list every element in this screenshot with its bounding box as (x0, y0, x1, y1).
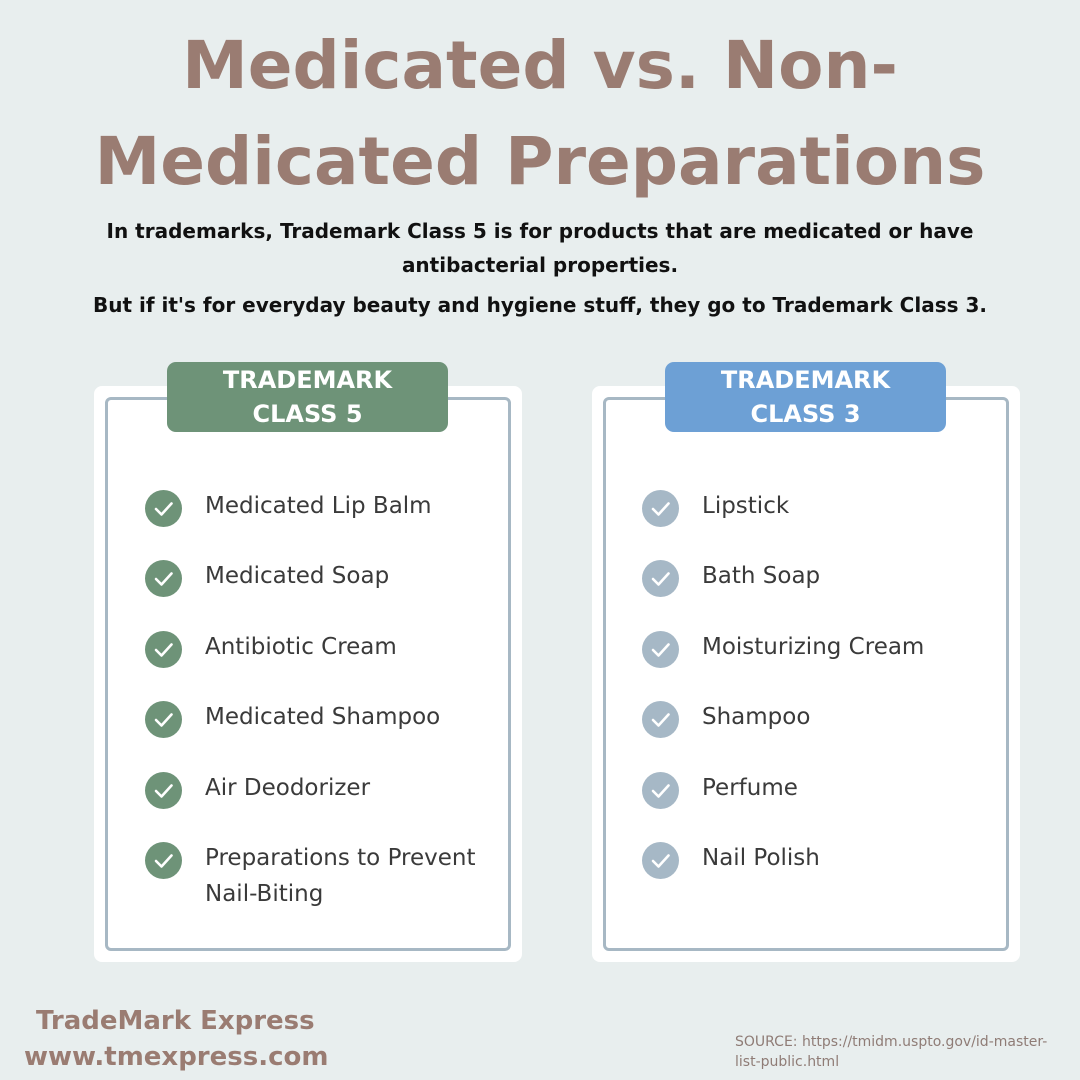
class5-item-label: Air Deodorizer (205, 775, 371, 801)
class5-badge-line-1: TRADEMARK (222, 366, 393, 394)
class3-item-label: Lipstick (702, 493, 790, 519)
brand-url[interactable]: www.tmexpress.com (24, 1042, 329, 1072)
class3-item-label: Shampoo (702, 704, 811, 730)
check-icon (642, 842, 679, 879)
check-icon (145, 772, 182, 809)
brand-name: TradeMark Express (36, 1006, 315, 1036)
class3-badge-line-2: CLASS 3 (750, 400, 861, 428)
class5-badge-line-2: CLASS 5 (252, 400, 363, 428)
class5-item-label: Medicated Shampoo (205, 704, 441, 730)
title-line-1: Medicated vs. Non- (182, 27, 898, 104)
class3-badge-line-1: TRADEMARK (720, 366, 891, 394)
intro-line-2: But if it's for everyday beauty and hygi… (92, 293, 987, 317)
check-icon (145, 842, 182, 879)
class5-item-label: Antibiotic Cream (205, 634, 397, 660)
class3-item-label: Bath Soap (702, 563, 821, 589)
intro-text: In trademarks, Trademark Class 5 is for … (60, 214, 1020, 322)
source-note[interactable]: SOURCE: https://tmidm.uspto.gov/id-maste… (735, 1034, 1048, 1070)
page-title: Medicated vs. Non- Medicated Preparation… (0, 18, 1080, 210)
class3-item-label: Moisturizing Cream (702, 634, 925, 660)
brand-block: TradeMark Express www.tmexpress.com (24, 1003, 328, 1075)
check-icon (145, 701, 182, 738)
intro-line-1: In trademarks, Trademark Class 5 is for … (106, 219, 974, 277)
check-icon (642, 560, 679, 597)
class3-item-label: Nail Polish (702, 845, 820, 871)
class5-item-label: Preparations to Prevent Nail-Biting (205, 845, 476, 907)
class5-badge: TRADEMARK CLASS 5 (167, 362, 448, 432)
check-icon (145, 560, 182, 597)
class3-badge: TRADEMARK CLASS 3 (665, 362, 946, 432)
check-icon (145, 490, 182, 527)
check-icon (145, 631, 182, 668)
check-icon (642, 631, 679, 668)
check-icon (642, 490, 679, 527)
title-line-2: Medicated Preparations (94, 123, 986, 200)
check-icon (642, 772, 679, 809)
class5-item-label: Medicated Lip Balm (205, 493, 432, 519)
class5-item-label: Medicated Soap (205, 563, 390, 589)
class3-item-label: Perfume (702, 775, 798, 801)
check-icon (642, 701, 679, 738)
